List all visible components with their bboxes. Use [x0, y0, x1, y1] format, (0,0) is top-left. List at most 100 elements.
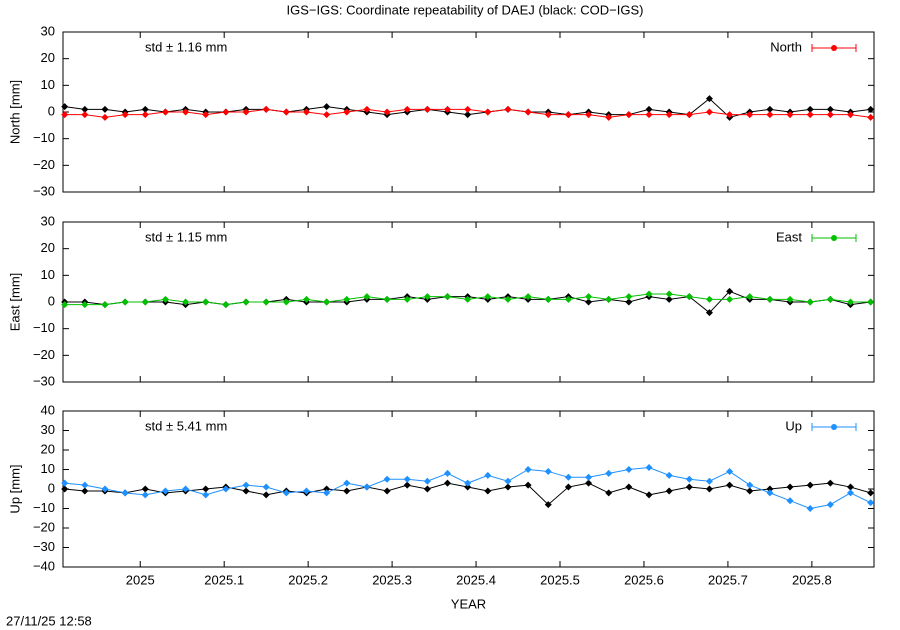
point — [786, 497, 794, 505]
point — [726, 295, 734, 303]
point — [161, 295, 169, 303]
point — [705, 309, 713, 317]
point — [403, 105, 411, 113]
point — [101, 113, 109, 121]
point — [806, 111, 814, 119]
point — [323, 103, 331, 111]
point — [806, 105, 814, 113]
point — [444, 105, 452, 113]
series — [61, 44, 875, 121]
point — [705, 108, 713, 116]
point — [665, 290, 673, 298]
y-tick-label: −10 — [33, 130, 55, 145]
point — [544, 467, 552, 475]
point — [786, 295, 794, 303]
point — [867, 105, 875, 113]
point — [826, 479, 834, 487]
point — [81, 105, 89, 113]
point — [444, 293, 452, 301]
point — [121, 298, 129, 306]
x-tick-label: 2025.1 — [204, 572, 244, 587]
series — [61, 423, 875, 512]
point — [464, 105, 472, 113]
point — [363, 483, 371, 491]
x-tick-label: 2025.3 — [372, 572, 412, 587]
legend-swatch — [831, 235, 837, 241]
point — [504, 105, 512, 113]
x-tick-label: 2025.6 — [624, 572, 664, 587]
point — [585, 293, 593, 301]
point — [826, 111, 834, 119]
point — [141, 485, 149, 493]
point — [81, 487, 89, 495]
point — [464, 479, 472, 487]
point — [564, 483, 572, 491]
y-tick-label: 30 — [41, 422, 55, 437]
point — [504, 477, 512, 485]
point — [484, 293, 492, 301]
point — [242, 108, 250, 116]
y-tick-label: −20 — [33, 519, 55, 534]
y-tick-label: 0 — [48, 480, 55, 495]
y-tick-label: −30 — [33, 183, 55, 198]
point — [665, 111, 673, 119]
point — [746, 487, 754, 495]
legend-label: East — [776, 229, 802, 244]
point — [343, 479, 351, 487]
point — [282, 489, 290, 497]
point — [605, 295, 613, 303]
point — [766, 295, 774, 303]
point — [746, 293, 754, 301]
point — [343, 108, 351, 116]
point — [383, 108, 391, 116]
point — [61, 479, 69, 487]
point — [685, 483, 693, 491]
point — [423, 485, 431, 493]
point — [302, 487, 310, 495]
point — [423, 105, 431, 113]
point — [423, 477, 431, 485]
y-tick-label: 20 — [41, 50, 55, 65]
point — [826, 295, 834, 303]
point — [81, 301, 89, 309]
y-tick-label: −30 — [33, 539, 55, 554]
point — [726, 111, 734, 119]
point — [846, 298, 854, 306]
point — [222, 485, 230, 493]
point — [705, 485, 713, 493]
point — [444, 479, 452, 487]
legend-swatch — [831, 45, 837, 51]
point — [605, 469, 613, 477]
point — [141, 105, 149, 113]
plot-frame — [62, 31, 875, 193]
point — [665, 487, 673, 495]
point — [121, 111, 129, 119]
x-tick-label: 2025.5 — [540, 572, 580, 587]
point — [61, 103, 69, 111]
point — [544, 111, 552, 119]
point — [504, 483, 512, 491]
point — [383, 475, 391, 483]
point — [202, 491, 210, 499]
point — [464, 483, 472, 491]
y-tick-label: 20 — [41, 240, 55, 255]
y-tick-label: −10 — [33, 320, 55, 335]
point — [645, 105, 653, 113]
point — [726, 287, 734, 295]
point — [685, 111, 693, 119]
point — [262, 491, 270, 499]
point — [484, 471, 492, 479]
y-tick-label: 10 — [41, 77, 55, 92]
point — [585, 298, 593, 306]
point — [585, 473, 593, 481]
point — [242, 481, 250, 489]
point — [645, 111, 653, 119]
point — [282, 298, 290, 306]
point — [161, 108, 169, 116]
point — [403, 481, 411, 489]
point — [746, 481, 754, 489]
point — [61, 485, 69, 493]
point — [786, 483, 794, 491]
y-tick-label: −30 — [33, 373, 55, 388]
